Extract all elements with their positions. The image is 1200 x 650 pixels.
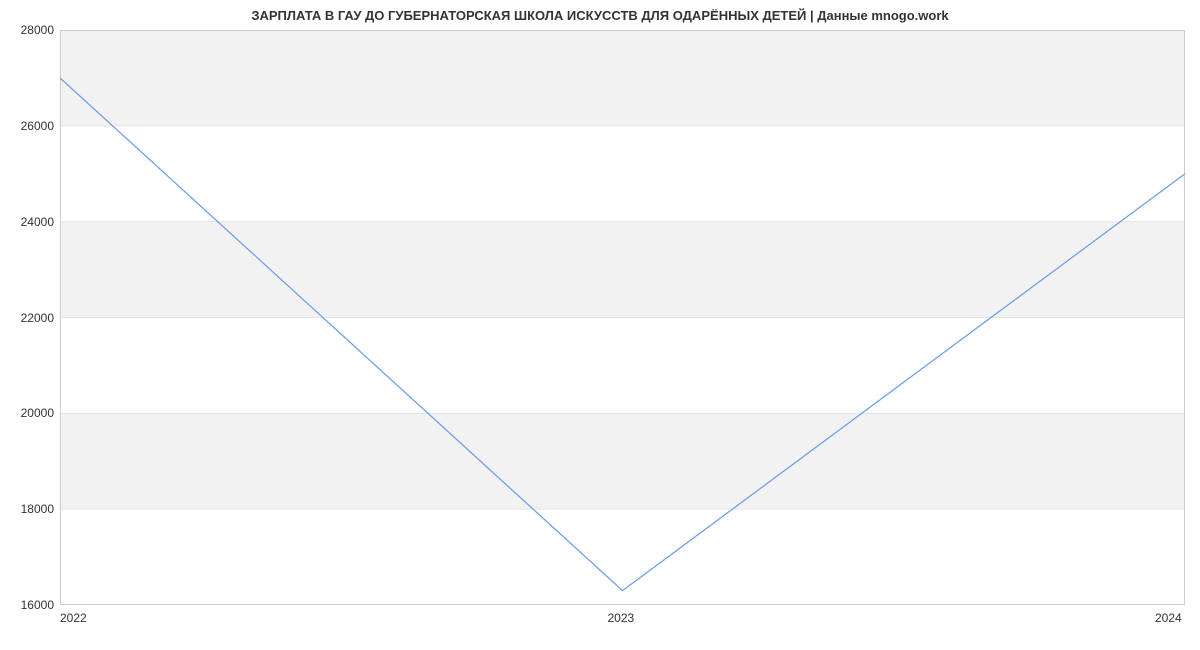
chart-plot-area <box>60 30 1185 605</box>
salary-line-chart: ЗАРПЛАТА В ГАУ ДО ГУБЕРНАТОРСКАЯ ШКОЛА И… <box>0 0 1200 650</box>
x-tick-label: 2023 <box>608 611 635 625</box>
y-tick-label: 28000 <box>21 23 54 37</box>
y-tick-label: 16000 <box>21 598 54 612</box>
x-tick-label: 2022 <box>60 611 87 625</box>
y-tick-label: 26000 <box>21 119 54 133</box>
y-tick-label: 24000 <box>21 215 54 229</box>
x-tick-label: 2024 <box>1155 611 1182 625</box>
y-tick-label: 18000 <box>21 502 54 516</box>
y-tick-label: 22000 <box>21 311 54 325</box>
chart-title: ЗАРПЛАТА В ГАУ ДО ГУБЕРНАТОРСКАЯ ШКОЛА И… <box>0 8 1200 23</box>
y-tick-label: 20000 <box>21 406 54 420</box>
